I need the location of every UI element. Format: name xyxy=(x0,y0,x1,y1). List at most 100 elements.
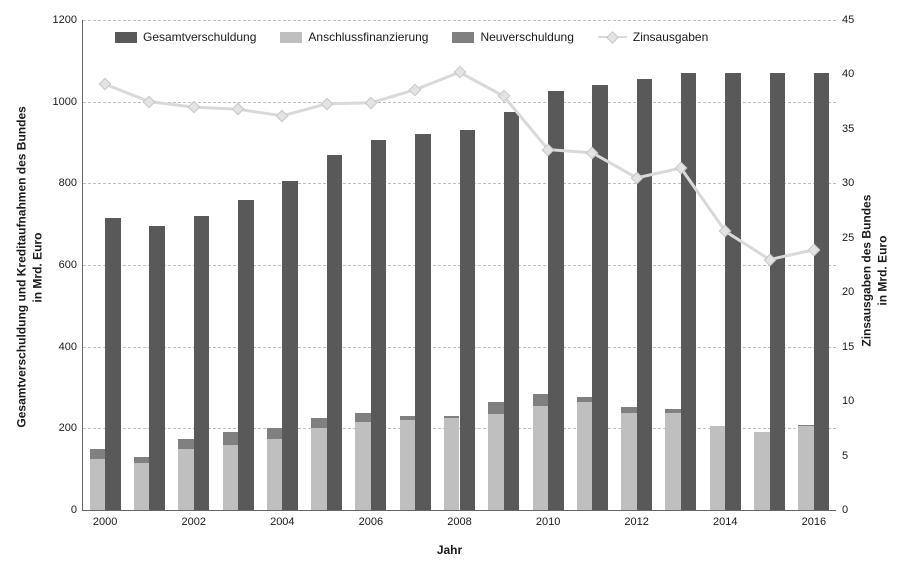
bar-gesamtverschuldung xyxy=(725,73,741,510)
bar-neuverschuldung xyxy=(621,407,637,413)
legend-swatch xyxy=(115,32,137,43)
bar-anschlussfinanzierung xyxy=(134,463,150,510)
bar-anschlussfinanzierung xyxy=(444,418,460,510)
legend-label: Zinsausgaben xyxy=(633,30,708,44)
y-right-tick: 20 xyxy=(836,286,854,298)
legend-item-zins: Zinsausgaben xyxy=(598,30,708,44)
x-tick: 2014 xyxy=(713,510,737,528)
zins-marker xyxy=(409,83,422,96)
legend-label: Gesamtverschuldung xyxy=(143,30,256,44)
bar-neuverschuldung xyxy=(178,439,194,449)
zins-marker xyxy=(453,66,466,79)
y-right-tick: 30 xyxy=(836,177,854,189)
bar-neuverschuldung xyxy=(267,428,283,438)
bar-anschlussfinanzierung xyxy=(754,432,770,510)
legend-item-anschluss: Anschlussfinanzierung xyxy=(280,30,428,44)
bar-anschlussfinanzierung xyxy=(665,413,681,510)
legend-label: Anschlussfinanzierung xyxy=(308,30,428,44)
bar-anschlussfinanzierung xyxy=(533,406,549,510)
zins-marker xyxy=(365,96,378,109)
bar-gesamtverschuldung xyxy=(194,216,210,510)
bar-anschlussfinanzierung xyxy=(90,459,106,510)
x-tick: 2004 xyxy=(270,510,294,528)
bar-neuverschuldung xyxy=(488,402,504,414)
bar-gesamtverschuldung xyxy=(637,79,653,510)
y-left-tick: 400 xyxy=(59,341,83,353)
y-right-axis-label: Zinsausgaben des Bundes in Mrd. Euro xyxy=(859,121,890,421)
bar-gesamtverschuldung xyxy=(681,73,697,510)
bar-anschlussfinanzierung xyxy=(577,402,593,510)
bar-gesamtverschuldung xyxy=(327,155,343,510)
bar-neuverschuldung xyxy=(444,416,460,418)
bar-anschlussfinanzierung xyxy=(400,420,416,510)
legend: Gesamtverschuldung Anschlussfinanzierung N… xyxy=(115,30,708,44)
gridline xyxy=(83,20,836,21)
bar-anschlussfinanzierung xyxy=(267,439,283,510)
bar-gesamtverschuldung xyxy=(770,73,786,510)
bar-gesamtverschuldung xyxy=(814,73,830,510)
x-tick: 2012 xyxy=(624,510,648,528)
y-right-tick: 40 xyxy=(836,68,854,80)
bar-neuverschuldung xyxy=(533,394,549,406)
bar-neuverschuldung xyxy=(400,416,416,420)
zins-marker xyxy=(232,103,245,116)
zins-marker xyxy=(143,95,156,108)
bar-neuverschuldung xyxy=(311,418,327,428)
bar-anschlussfinanzierung xyxy=(223,445,239,510)
x-axis-label: Jahr xyxy=(0,543,899,559)
bar-neuverschuldung xyxy=(134,457,150,463)
legend-item-gesamt: Gesamtverschuldung xyxy=(115,30,256,44)
y-left-axis-label: Gesamtverschuldung und Kreditaufnahmen d… xyxy=(14,108,45,428)
x-tick: 2000 xyxy=(93,510,117,528)
legend-item-neu: Neuverschuldung xyxy=(452,30,573,44)
bar-anschlussfinanzierung xyxy=(710,426,726,510)
bar-neuverschuldung xyxy=(665,409,681,413)
bar-gesamtverschuldung xyxy=(282,181,298,510)
bar-neuverschuldung xyxy=(223,432,239,444)
y-left-tick: 1000 xyxy=(53,96,83,108)
bar-gesamtverschuldung xyxy=(548,91,564,510)
plot-area: 0200400600800100012000510152025303540452… xyxy=(82,20,836,511)
bar-anschlussfinanzierung xyxy=(798,426,814,510)
bar-neuverschuldung xyxy=(798,425,814,426)
bar-gesamtverschuldung xyxy=(460,130,476,510)
y-right-tick: 15 xyxy=(836,341,854,353)
bar-gesamtverschuldung xyxy=(105,218,121,510)
y-right-tick: 25 xyxy=(836,232,854,244)
legend-swatch xyxy=(280,32,302,43)
bar-gesamtverschuldung xyxy=(504,112,520,510)
legend-swatch xyxy=(452,32,474,43)
y-left-tick: 200 xyxy=(59,422,83,434)
y-left-tick: 600 xyxy=(59,259,83,271)
debt-chart: Gesamtverschuldung und Kreditaufnahmen d… xyxy=(0,0,899,571)
bar-gesamtverschuldung xyxy=(149,226,165,510)
y-right-tick: 45 xyxy=(836,14,854,26)
bar-anschlussfinanzierung xyxy=(311,428,327,510)
y-left-tick: 0 xyxy=(71,504,83,516)
y-left-tick: 800 xyxy=(59,177,83,189)
y-right-tick: 35 xyxy=(836,123,854,135)
x-tick: 2016 xyxy=(802,510,826,528)
zins-marker xyxy=(99,78,112,91)
y-right-tick: 5 xyxy=(836,450,848,462)
y-right-tick: 10 xyxy=(836,395,854,407)
x-tick: 2002 xyxy=(181,510,205,528)
bar-gesamtverschuldung xyxy=(371,140,387,510)
bar-anschlussfinanzierung xyxy=(488,414,504,510)
x-tick: 2010 xyxy=(536,510,560,528)
bar-anschlussfinanzierung xyxy=(621,413,637,510)
bar-neuverschuldung xyxy=(355,413,371,422)
bar-neuverschuldung xyxy=(577,397,593,402)
y-right-tick: 0 xyxy=(836,504,848,516)
x-tick: 2006 xyxy=(359,510,383,528)
x-tick: 2008 xyxy=(447,510,471,528)
bar-gesamtverschuldung xyxy=(415,134,431,510)
zins-marker xyxy=(320,97,333,110)
y-left-tick: 1200 xyxy=(53,14,83,26)
legend-label: Neuverschuldung xyxy=(480,30,573,44)
zins-marker xyxy=(276,109,289,122)
bar-anschlussfinanzierung xyxy=(178,449,194,510)
bar-gesamtverschuldung xyxy=(238,200,254,510)
legend-line-icon xyxy=(598,33,627,42)
bar-anschlussfinanzierung xyxy=(355,422,371,510)
